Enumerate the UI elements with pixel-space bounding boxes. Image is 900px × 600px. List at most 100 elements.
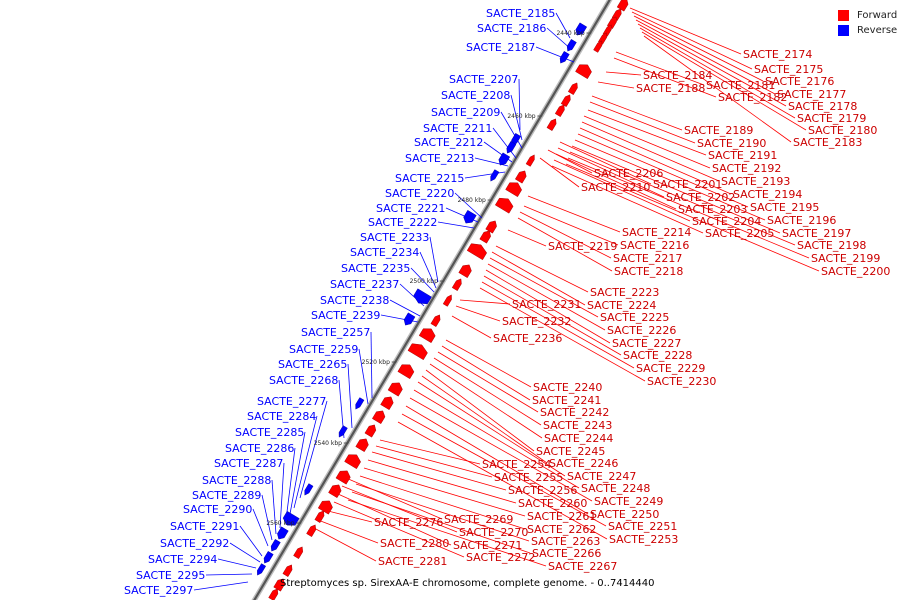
forward-gene-glyph [466, 243, 487, 261]
forward-leader-sacte-2180 [641, 31, 807, 131]
gene-label-sacte-2259: SACTE_2259 [289, 343, 358, 356]
forward-leader-sacte-2204 [553, 159, 691, 222]
scale-tick-label: 2480 kbp [458, 197, 486, 204]
gene-label-sacte-2187: SACTE_2187 [466, 41, 535, 54]
forward-gene-glyph [442, 294, 452, 307]
forward-leader-sacte-2218 [517, 217, 613, 272]
gene-label-sacte-2260: SACTE_2260 [518, 497, 587, 510]
gene-label-sacte-2220: SACTE_2220 [385, 187, 454, 200]
gene-label-sacte-2262: SACTE_2262 [527, 523, 596, 536]
forward-leader-sacte-2205 [551, 165, 704, 234]
forward-leader-sacte-2183 [643, 35, 792, 143]
gene-label-sacte-2224: SACTE_2224 [587, 299, 656, 312]
gene-label-sacte-2214: SACTE_2214 [622, 226, 691, 239]
gene-label-sacte-2212: SACTE_2212 [414, 136, 483, 149]
gene-label-sacte-2221: SACTE_2221 [376, 202, 445, 215]
reverse-leader-sacte-2294 [217, 558, 257, 569]
forward-leader-sacte-2254 [379, 439, 481, 465]
forward-gene-glyph [458, 264, 472, 278]
forward-leader-sacte-2232 [455, 305, 501, 322]
forward-gene-glyph [418, 328, 436, 344]
reverse-leader-sacte-2286 [285, 447, 296, 521]
reverse-leader-sacte-2291 [239, 525, 263, 557]
gene-label-sacte-2281: SACTE_2281 [378, 555, 447, 568]
forward-gene-glyph [525, 154, 535, 167]
forward-gene-glyph [355, 438, 369, 452]
reverse-leader-sacte-2288 [271, 479, 277, 535]
strand-legend: Forward Reverse [838, 8, 897, 38]
forward-gene-glyph [335, 470, 351, 485]
reverse-gene-glyph [566, 39, 577, 52]
gene-label-sacte-2179: SACTE_2179 [797, 112, 866, 125]
reverse-gene-glyph [338, 425, 348, 438]
forward-swatch [838, 10, 849, 21]
reverse-gene-glyph [282, 510, 300, 526]
forward-gene-glyph [344, 454, 361, 470]
forward-leader-sacte-2272 [333, 501, 465, 558]
reverse-swatch [838, 25, 849, 36]
forward-gene-glyph [380, 396, 394, 410]
gene-label-sacte-2291: SACTE_2291 [170, 520, 239, 533]
gene-label-sacte-2211: SACTE_2211 [423, 122, 492, 135]
reverse-leader-sacte-2222 [437, 221, 475, 229]
forward-leader-sacte-2184 [605, 71, 642, 76]
forward-gene-glyph [567, 82, 578, 95]
forward-leader-sacte-2227 [485, 269, 611, 344]
reverse-gene-glyph [498, 152, 511, 166]
reverse-leader-sacte-2297 [193, 581, 249, 591]
gene-label-sacte-2230: SACTE_2230 [647, 375, 716, 388]
reverse-leader-sacte-2289 [261, 494, 273, 541]
gene-label-sacte-2200: SACTE_2200 [821, 265, 890, 278]
genome-caption: Streptomyces sp. SirexAA-E chromosome, c… [280, 578, 655, 589]
forward-gene-glyph [387, 382, 403, 397]
gene-label-sacte-2261: SACTE_2261 [527, 510, 596, 523]
gene-label-sacte-2239: SACTE_2239 [311, 309, 380, 322]
forward-leader-sacte-2248 [413, 389, 580, 489]
gene-label-sacte-2228: SACTE_2228 [623, 349, 692, 362]
gene-label-sacte-2203: SACTE_2203 [678, 203, 747, 216]
scale-tick-label: 2460 kbp [507, 113, 535, 120]
gene-label-sacte-2280: SACTE_2280 [380, 537, 449, 550]
forward-leader-sacte-2178 [637, 23, 787, 107]
gene-label-sacte-2256: SACTE_2256 [508, 484, 577, 497]
reverse-leader-sacte-2295 [205, 573, 253, 576]
forward-gene-glyph [430, 314, 441, 327]
forward-leader-sacte-2210 [539, 157, 580, 188]
gene-label-sacte-2233: SACTE_2233 [360, 231, 429, 244]
forward-leader-sacte-2269 [345, 477, 443, 520]
forward-leader-sacte-2195 [577, 133, 749, 208]
reverse-leader-sacte-2285 [289, 431, 306, 515]
forward-leader-sacte-2175 [631, 11, 753, 70]
gene-label-sacte-2257: SACTE_2257 [301, 326, 370, 339]
reverse-leader-sacte-2284 [293, 415, 318, 509]
gene-label-sacte-2253: SACTE_2253 [609, 533, 678, 546]
reverse-leader-sacte-2220 [454, 192, 483, 219]
forward-leader-sacte-2231 [459, 299, 511, 305]
forward-leader-sacte-2174 [629, 7, 742, 55]
gene-label-sacte-2244: SACTE_2244 [544, 432, 613, 445]
gene-label-sacte-2263: SACTE_2263 [531, 535, 600, 548]
gene-label-sacte-2285: SACTE_2285 [235, 426, 304, 439]
chromosome-backbone-core [253, 0, 611, 600]
forward-leader-sacte-2261 [363, 467, 526, 517]
reverse-leader-sacte-2265 [347, 363, 353, 429]
forward-leader-sacte-2245 [425, 369, 535, 452]
reverse-gene-glyph [277, 526, 289, 540]
gene-label-sacte-2222: SACTE_2222 [368, 216, 437, 229]
forward-leader-sacte-2192 [583, 115, 711, 169]
forward-leader-sacte-2260 [367, 459, 517, 504]
forward-gene-glyph [317, 500, 333, 515]
forward-gene-glyph [514, 170, 527, 184]
scale-tick-label: 2560 kbp [266, 520, 294, 527]
gene-label-sacte-2197: SACTE_2197 [782, 227, 851, 240]
forward-leader-sacte-2182 [613, 57, 717, 98]
gene-label-sacte-2266: SACTE_2266 [532, 547, 601, 560]
forward-leader-sacte-2202 [557, 147, 665, 198]
forward-leader-sacte-2267 [347, 499, 547, 567]
gene-label-sacte-2202: SACTE_2202 [666, 191, 735, 204]
gene-label-sacte-2207: SACTE_2207 [449, 73, 518, 86]
forward-leader-sacte-2263 [355, 483, 530, 542]
gene-label-sacte-2223: SACTE_2223 [590, 286, 659, 299]
gene-label-sacte-2272: SACTE_2272 [466, 551, 535, 564]
forward-gene-glyph [314, 510, 325, 523]
